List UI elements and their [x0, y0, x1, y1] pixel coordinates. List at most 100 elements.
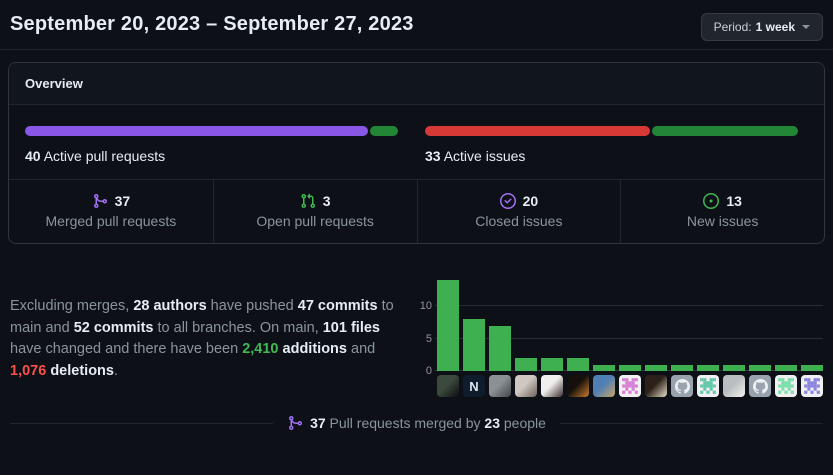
merged-pr-count: 37	[114, 193, 131, 209]
text-segment: have pushed	[206, 298, 298, 314]
gridline-10	[435, 305, 823, 306]
bar-avatar-9[interactable]	[645, 364, 667, 371]
open-pr-segment	[370, 126, 398, 136]
issue-opened-icon	[703, 193, 720, 209]
bar-avatar-5[interactable]	[541, 358, 563, 371]
avatar-9[interactable]	[645, 375, 667, 397]
page-title: September 20, 2023 – September 27, 2023	[10, 13, 414, 35]
text-segment: 101 files	[322, 319, 380, 336]
active-pull-requests-block: 40 Active pull requests	[25, 126, 398, 164]
bar-avatar-7[interactable]	[593, 364, 615, 371]
avatar-11[interactable]	[697, 375, 719, 397]
progress-section: 40 Active pull requests 33 Active issues	[9, 105, 824, 179]
text-segment: 28 authors	[133, 298, 207, 314]
bar-avatar-14[interactable]	[775, 364, 797, 371]
stat-new-issues[interactable]: 13 New issues	[620, 180, 824, 243]
identicon	[700, 378, 716, 394]
text-segment: .	[113, 362, 119, 379]
merged-summary-text: 37 Pull requests merged by 23 people	[273, 415, 560, 431]
overview-panel: Overview 40 Active pull requests 33 Acti…	[8, 62, 825, 244]
identicon	[622, 378, 638, 394]
overview-title: Overview	[25, 76, 83, 91]
bar-avatar-3[interactable]	[489, 325, 511, 371]
avatar-6[interactable]	[567, 375, 589, 397]
text-segment: to all branches. On main,	[153, 319, 323, 336]
avatar-1[interactable]	[437, 375, 459, 397]
avatar-15[interactable]	[801, 375, 823, 397]
gridline-5	[435, 337, 823, 339]
open-pr-count: 3	[322, 193, 331, 209]
avatar-2[interactable]: N	[463, 375, 485, 397]
overview-panel-header: Overview	[9, 63, 824, 105]
bar-avatar-2[interactable]	[463, 319, 485, 371]
stat-open-pull-requests[interactable]: 3 Open pull requests	[212, 180, 417, 243]
overview-stats-row: 37 Merged pull requests 3 Open pull requ…	[9, 179, 824, 243]
commit-summary-text: Excluding merges, 28 authors have pushed…	[10, 296, 413, 397]
bar-avatar-12[interactable]	[723, 364, 745, 371]
text-segment: and	[346, 341, 376, 357]
y-tick-label: 0	[425, 365, 432, 377]
avatar-4[interactable]	[515, 375, 537, 397]
active-pr-text: Active pull requests	[43, 148, 166, 164]
text-segment: additions	[282, 341, 347, 357]
avatar-5[interactable]	[541, 375, 563, 397]
active-pull-requests-label: 40 Active pull requests	[25, 148, 398, 164]
git-pull-request-icon	[301, 193, 315, 209]
closed-issues-label: Closed issues	[475, 213, 563, 229]
period-dropdown[interactable]: Period: 1 week	[700, 13, 823, 41]
bar-avatar-11[interactable]	[697, 364, 719, 371]
y-tick-label: 5	[425, 332, 432, 345]
text-segment: Pull requests merged by	[325, 415, 485, 431]
active-pr-count: 40	[25, 148, 41, 164]
period-label: Period:	[713, 20, 752, 34]
bar-avatar-4[interactable]	[515, 358, 537, 371]
merged-summary-footer: 37 Pull requests merged by 23 people	[10, 415, 823, 431]
text-segment: 47 commits	[297, 298, 378, 314]
active-issues-text: Active issues	[443, 148, 526, 164]
avatar-13[interactable]	[749, 375, 771, 397]
page-header: September 20, 2023 – September 27, 2023 …	[0, 0, 833, 50]
avatar-7[interactable]	[593, 375, 615, 397]
bar-avatar-1[interactable]	[437, 280, 459, 371]
period-value: 1 week	[755, 20, 795, 34]
bar-avatar-6[interactable]	[567, 358, 589, 371]
avatar-10[interactable]	[671, 375, 693, 397]
issues-progress-bar[interactable]	[425, 126, 798, 136]
text-segment: 52 commits	[73, 319, 154, 336]
stat-closed-issues[interactable]: 20 Closed issues	[416, 180, 621, 243]
bar-avatar-13[interactable]	[749, 364, 771, 371]
octocat-icon	[674, 378, 690, 394]
chart-avatar-row: N	[437, 375, 823, 397]
divider-left	[10, 422, 274, 424]
bar-avatar-15[interactable]	[801, 364, 823, 371]
bar-avatar-10[interactable]	[671, 364, 693, 371]
git-merge-icon	[289, 416, 303, 430]
git-merge-icon	[93, 194, 107, 208]
active-issues-count: 33	[425, 148, 441, 164]
text-segment: deletions	[50, 362, 114, 379]
new-issues-segment	[651, 126, 798, 136]
divider-right	[559, 422, 823, 424]
avatar-12[interactable]	[723, 375, 745, 397]
text-segment: 23	[484, 415, 500, 431]
text-segment: people	[499, 415, 546, 431]
content-row: Excluding merges, 28 authors have pushed…	[10, 274, 823, 397]
pull-requests-progress-bar[interactable]	[25, 126, 398, 136]
avatar-14[interactable]	[775, 375, 797, 397]
bar-group	[437, 274, 823, 371]
open-pr-label: Open pull requests	[256, 213, 374, 229]
avatar-3[interactable]	[489, 375, 511, 397]
active-issues-label: 33 Active issues	[425, 148, 798, 164]
avatar-8[interactable]	[619, 375, 641, 397]
identicon	[778, 378, 794, 394]
stat-merged-pull-requests[interactable]: 37 Merged pull requests	[9, 180, 213, 243]
text-segment: to main and	[10, 298, 394, 336]
active-issues-block: 33 Active issues	[425, 126, 798, 164]
merged-summary-segments: 37 Pull requests merged by 23 people	[310, 415, 546, 431]
bar-avatar-8[interactable]	[619, 364, 641, 371]
issue-closed-icon	[499, 193, 516, 209]
chart-plot-area	[435, 274, 823, 371]
new-issues-count: 13	[726, 193, 742, 209]
closed-issues-count: 20	[522, 193, 539, 209]
merged-pr-segment	[25, 126, 369, 136]
